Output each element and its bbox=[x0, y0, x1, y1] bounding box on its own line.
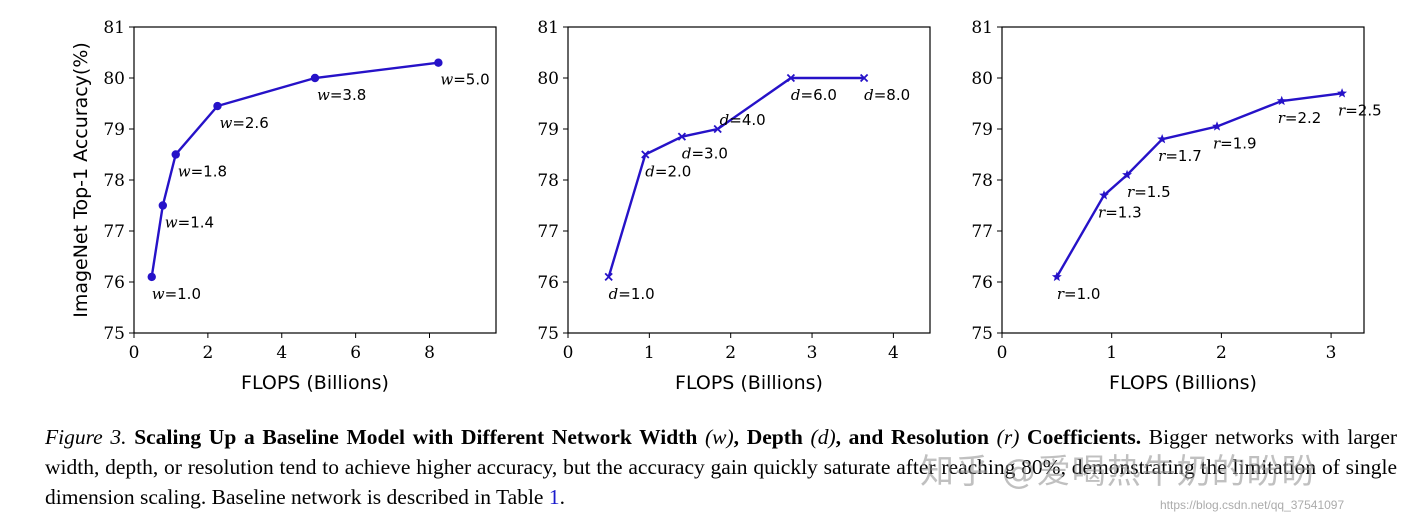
data-label: d=2.0 bbox=[645, 163, 691, 181]
data-label: r=1.0 bbox=[1057, 285, 1101, 303]
figure-3-charts: 75 76 77 78 79 80 81 0 2 4 6 8 FLOPS (Billions) Image… bbox=[70, 18, 1382, 394]
data-point bbox=[434, 58, 443, 67]
caption-title-part-2: , Depth bbox=[733, 425, 803, 449]
caption-var-d: (d) bbox=[810, 425, 836, 449]
data-label: w=1.4 bbox=[165, 214, 214, 232]
figure-caption: Figure 3. Scaling Up a Baseline Model wi… bbox=[45, 422, 1397, 512]
data-point bbox=[1099, 190, 1109, 200]
y-tick-label: 75 bbox=[971, 324, 993, 344]
series-line bbox=[607, 76, 865, 278]
table-reference-link[interactable]: 1 bbox=[548, 485, 560, 509]
y-tick-label: 80 bbox=[537, 69, 559, 89]
data-point bbox=[1157, 134, 1168, 144]
data-point bbox=[1212, 121, 1222, 131]
data-label: d=1.0 bbox=[609, 285, 655, 303]
y-tick-label: 78 bbox=[537, 171, 559, 191]
chart-width-scaling: 75 76 77 78 79 80 81 0 2 4 6 8 FLOPS (Billions) Image… bbox=[70, 18, 497, 394]
x-tick-label: 6 bbox=[350, 343, 361, 363]
data-point bbox=[1337, 88, 1348, 98]
data-label: r=1.7 bbox=[1158, 147, 1202, 165]
data-point bbox=[859, 73, 869, 83]
data-point bbox=[641, 150, 650, 159]
data-point bbox=[310, 73, 320, 83]
y-tick-label: 75 bbox=[537, 324, 559, 344]
x-tick-label: 0 bbox=[563, 343, 574, 363]
y-tick-label: 79 bbox=[537, 120, 559, 140]
chart-resolution-scaling: 75 76 77 78 79 80 81 0 1 2 3 FLOPS (Billions) r=1.0 r… bbox=[971, 18, 1381, 394]
watermark-url: https://blog.csdn.net/qq_37541097 bbox=[1160, 498, 1345, 512]
x-tick-label: 3 bbox=[1326, 343, 1337, 363]
y-tick-label: 76 bbox=[971, 273, 993, 293]
x-tick-label: 2 bbox=[725, 343, 736, 363]
chart-depth-scaling: 75 76 77 78 79 80 81 0 1 2 3 4 FLOPS (Billions) d=1.0… bbox=[537, 18, 931, 394]
x-tick-label: 2 bbox=[202, 343, 213, 363]
y-tick-label: 79 bbox=[971, 120, 993, 140]
series-line bbox=[150, 61, 439, 278]
data-point bbox=[677, 132, 687, 141]
x-tick-label: 3 bbox=[807, 343, 818, 363]
figure-label: Figure 3. bbox=[45, 425, 127, 449]
y-tick-label: 81 bbox=[537, 18, 559, 38]
caption-title-part-1: Scaling Up a Baseline Model with Differe… bbox=[134, 425, 698, 449]
y-tick-label: 78 bbox=[971, 171, 993, 191]
data-point bbox=[786, 73, 796, 83]
y-tick-label: 78 bbox=[103, 171, 125, 191]
data-point bbox=[604, 272, 613, 282]
data-point bbox=[171, 150, 180, 159]
y-tick-label: 81 bbox=[103, 18, 125, 38]
caption-var-r: (r) bbox=[996, 425, 1020, 449]
data-point bbox=[1122, 169, 1132, 180]
y-tick-label: 77 bbox=[103, 222, 125, 242]
data-label: w=1.8 bbox=[178, 163, 227, 181]
y-tick-label: 76 bbox=[537, 273, 559, 293]
data-label: w=2.6 bbox=[219, 114, 268, 132]
data-point bbox=[1051, 271, 1062, 282]
x-tick-label: 0 bbox=[129, 343, 140, 363]
data-label: d=6.0 bbox=[791, 86, 837, 104]
caption-body: Bigger networks with larger width, depth… bbox=[45, 425, 1398, 509]
y-axis-label: ImageNet Top-1 Accuracy(%) bbox=[70, 42, 92, 318]
x-tick-label: 2 bbox=[1216, 343, 1227, 363]
caption-end: . bbox=[559, 485, 565, 509]
data-label: r=1.3 bbox=[1098, 203, 1142, 221]
x-tick-label: 0 bbox=[997, 343, 1008, 363]
x-tick-label: 4 bbox=[276, 343, 287, 363]
caption-title-part-3: , and Resolution bbox=[835, 425, 989, 449]
data-label: r=2.2 bbox=[1278, 109, 1322, 127]
y-tick-label: 81 bbox=[971, 18, 993, 38]
caption-title-part-4: Coefficients. bbox=[1027, 425, 1142, 449]
watermark-zhihu: 知乎 @爱喝热牛奶的盼盼 bbox=[920, 452, 1317, 492]
data-label: r=1.9 bbox=[1213, 134, 1257, 152]
data-point bbox=[147, 272, 156, 282]
data-label: w=3.8 bbox=[317, 86, 366, 104]
x-axis-label: FLOPS (Billions) bbox=[241, 372, 389, 394]
caption-var-w: (w) bbox=[704, 425, 734, 449]
y-tick-label: 80 bbox=[971, 69, 993, 89]
data-label: r=2.5 bbox=[1338, 101, 1382, 119]
data-label: w=5.0 bbox=[440, 71, 489, 89]
y-tick-label: 77 bbox=[971, 222, 993, 242]
data-label: r=1.5 bbox=[1127, 183, 1171, 201]
y-tick-label: 77 bbox=[537, 222, 559, 242]
data-point bbox=[158, 201, 168, 210]
data-label: d=8.0 bbox=[864, 86, 910, 104]
data-point bbox=[713, 124, 722, 134]
y-tick-label: 75 bbox=[103, 324, 125, 344]
x-tick-label: 1 bbox=[1106, 343, 1117, 363]
x-tick-label: 1 bbox=[644, 343, 655, 363]
data-point bbox=[213, 101, 222, 111]
y-tick-label: 76 bbox=[103, 273, 125, 293]
y-tick-label: 79 bbox=[103, 120, 125, 140]
y-tick-label: 80 bbox=[103, 69, 125, 89]
data-label: d=3.0 bbox=[682, 145, 728, 163]
data-label: w=1.0 bbox=[152, 285, 201, 303]
data-point bbox=[1276, 95, 1287, 106]
x-axis-label: FLOPS (Billions) bbox=[1109, 372, 1257, 394]
x-axis-label: FLOPS (Billions) bbox=[675, 372, 823, 394]
x-tick-label: 4 bbox=[888, 343, 899, 363]
x-tick-label: 8 bbox=[424, 343, 435, 363]
data-label: d=4.0 bbox=[720, 111, 766, 129]
